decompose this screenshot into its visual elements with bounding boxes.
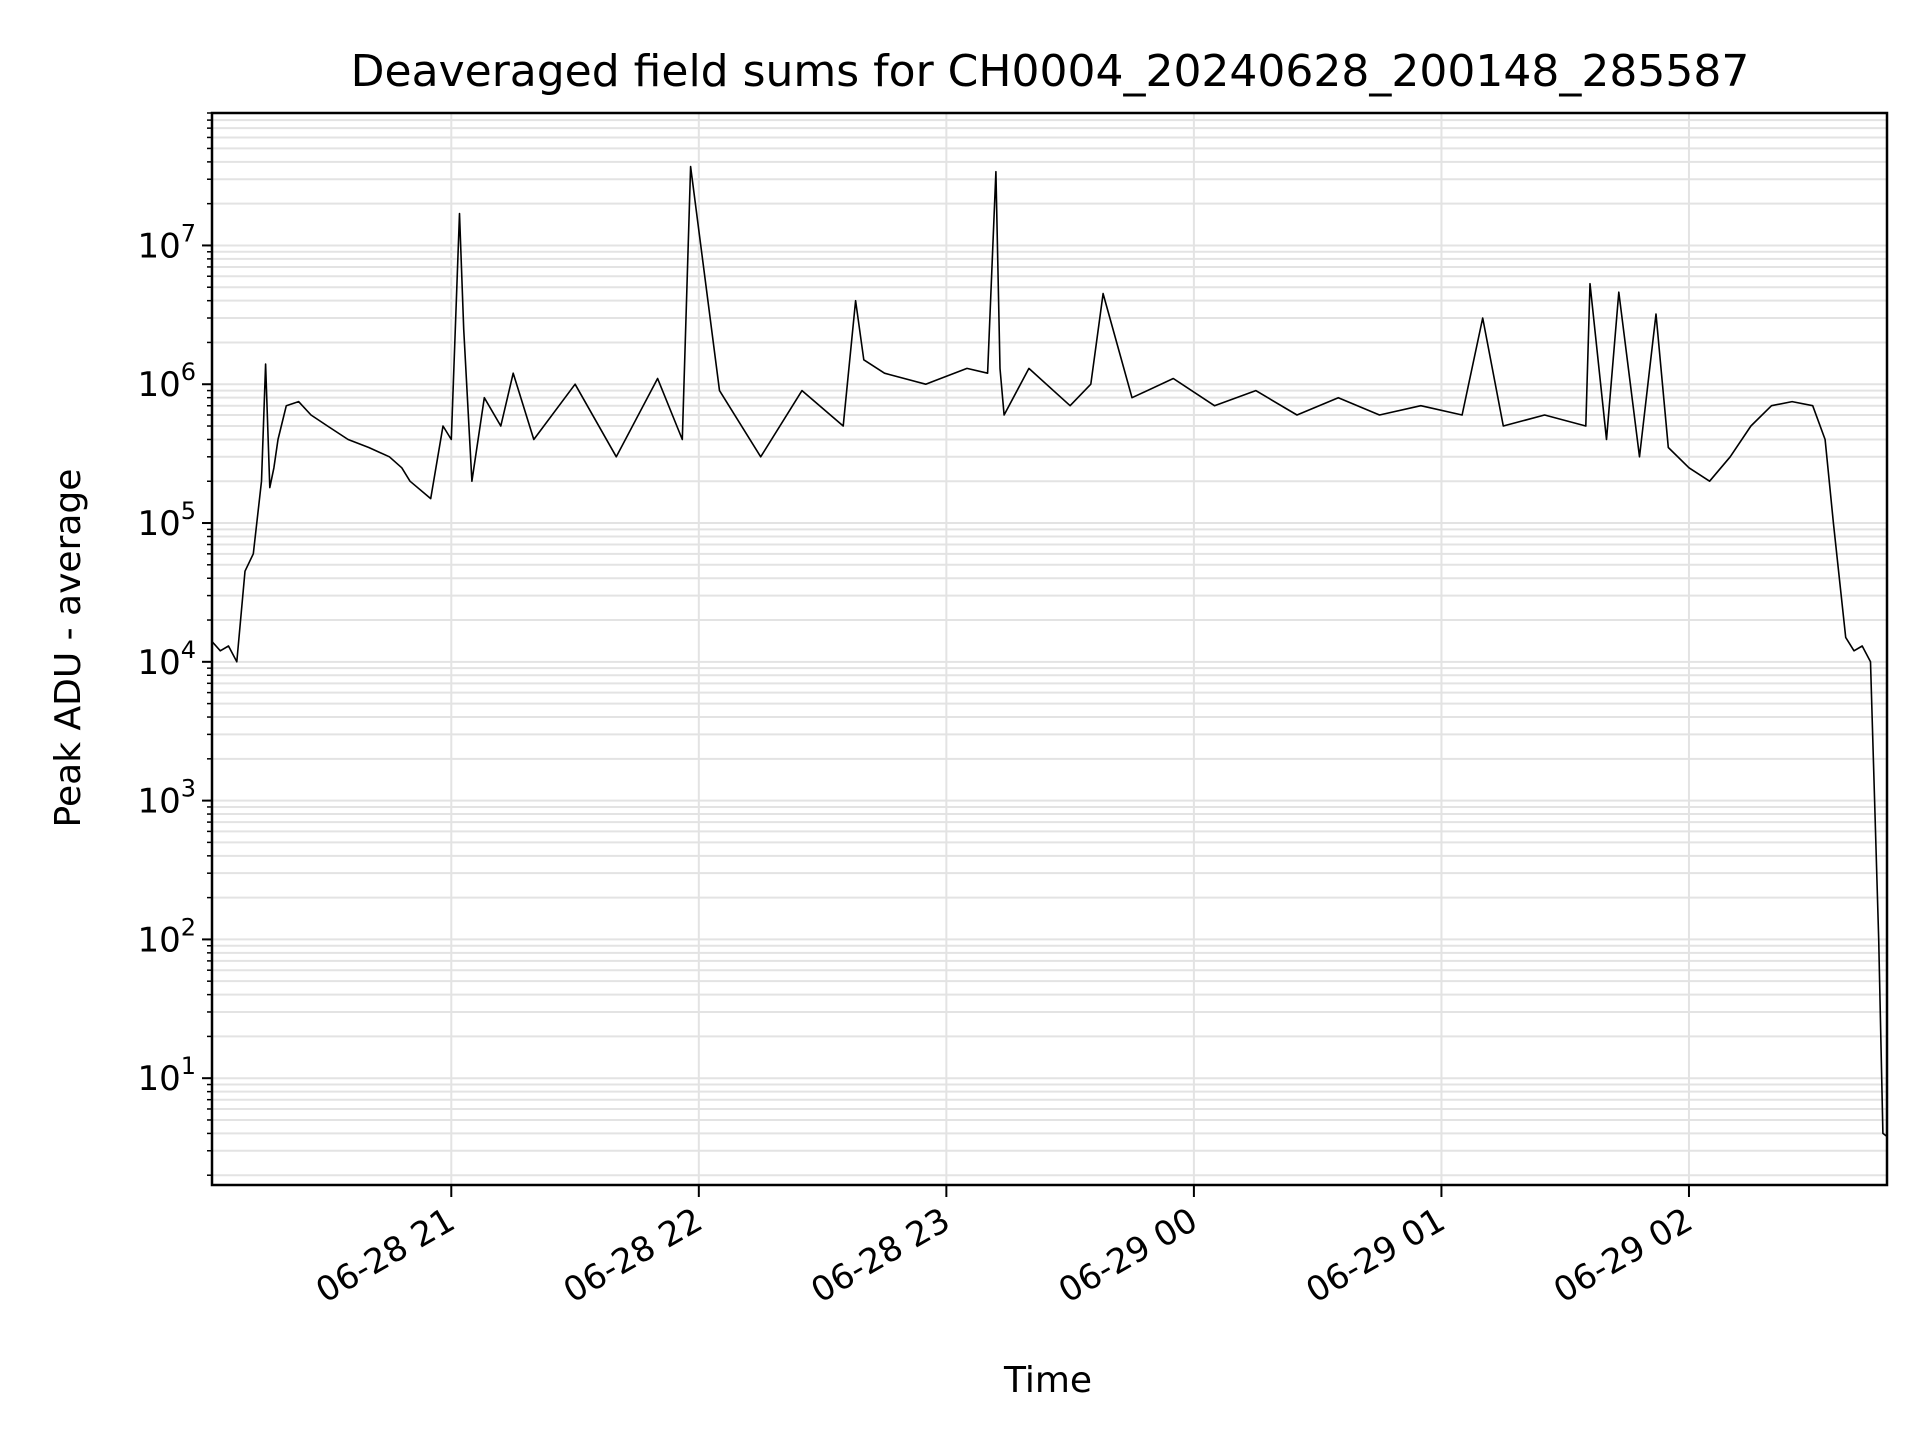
y-tick-label: 102 [137,913,196,960]
chart-title: Deaveraged field sums for CH0004_2024062… [351,46,1750,97]
plot-frame [210,111,1889,1187]
y-tick-label: 106 [137,358,196,405]
y-tick-label: 101 [137,1052,196,1099]
data-series [211,165,1888,1138]
y-tick-label: 107 [137,219,196,266]
x-axis-label: Time [1003,1360,1092,1401]
y-tick-label: 105 [137,497,196,544]
y-axis-label: Peak ADU - average [48,469,89,828]
y-axis-ticks: 101 102 103 104 105 106 107 [137,112,212,1176]
y-tick-label: 103 [137,775,196,822]
series-line-0 [211,165,1888,1138]
grid [212,112,1887,1185]
y-tick-label: 104 [137,636,196,683]
